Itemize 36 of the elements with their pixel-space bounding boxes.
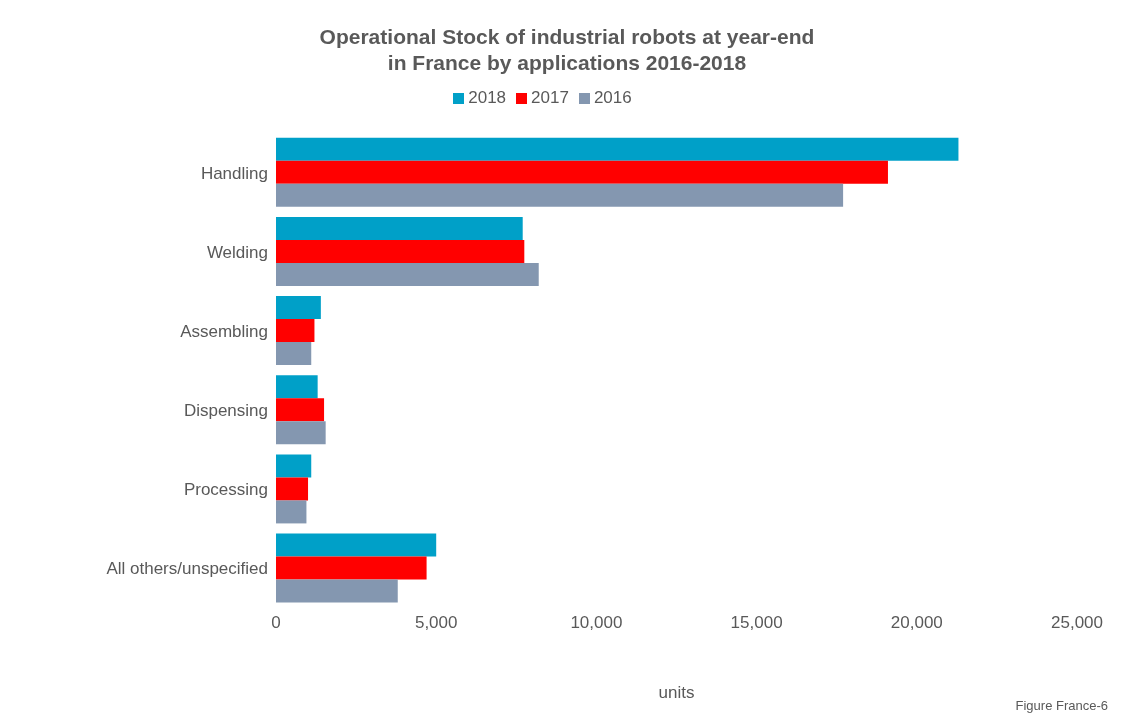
bar: [276, 500, 307, 524]
y-tick-label: Handling: [200, 163, 268, 183]
chart-title: Operational Stock of industrial robots at year-end in France by applications 2016-2018: [318, 24, 816, 76]
x-tick-label: 20,000: [890, 613, 943, 633]
x-tick-label: 10,000: [570, 613, 623, 633]
bar: [276, 579, 398, 603]
legend-label: 2018: [468, 88, 507, 107]
y-tick-label: Processing: [183, 480, 268, 500]
bar: [276, 183, 844, 207]
bar: [276, 375, 318, 399]
bar: [276, 454, 312, 478]
x-tick-label: 15,000: [730, 613, 783, 633]
x-tick-label: 0: [271, 613, 281, 633]
bar: [276, 319, 315, 343]
bar: [276, 216, 523, 240]
bar: [276, 239, 525, 263]
legend-label: 2016: [593, 88, 632, 107]
text: Figure France-6: [1015, 698, 1108, 713]
bar: [276, 342, 312, 366]
x-tick-label: 5,000: [414, 613, 458, 633]
legend-label: 2017: [531, 88, 569, 107]
bar: [276, 160, 888, 184]
bar: [276, 533, 437, 557]
y-tick-label: Assembling: [180, 321, 268, 341]
bar: [276, 398, 325, 422]
bar: [276, 137, 959, 161]
bar: [276, 477, 309, 501]
y-tick-label: Dispensing: [183, 401, 268, 421]
bar: [276, 296, 321, 320]
bar: [276, 556, 427, 580]
y-tick-label: All others/unspecified: [106, 559, 268, 579]
bar: [276, 421, 326, 445]
bar: [276, 262, 539, 286]
x-tick-label: 25,000: [1051, 613, 1103, 633]
x-axis-title: units: [658, 683, 695, 702]
y-tick-label: Welding: [206, 242, 268, 262]
